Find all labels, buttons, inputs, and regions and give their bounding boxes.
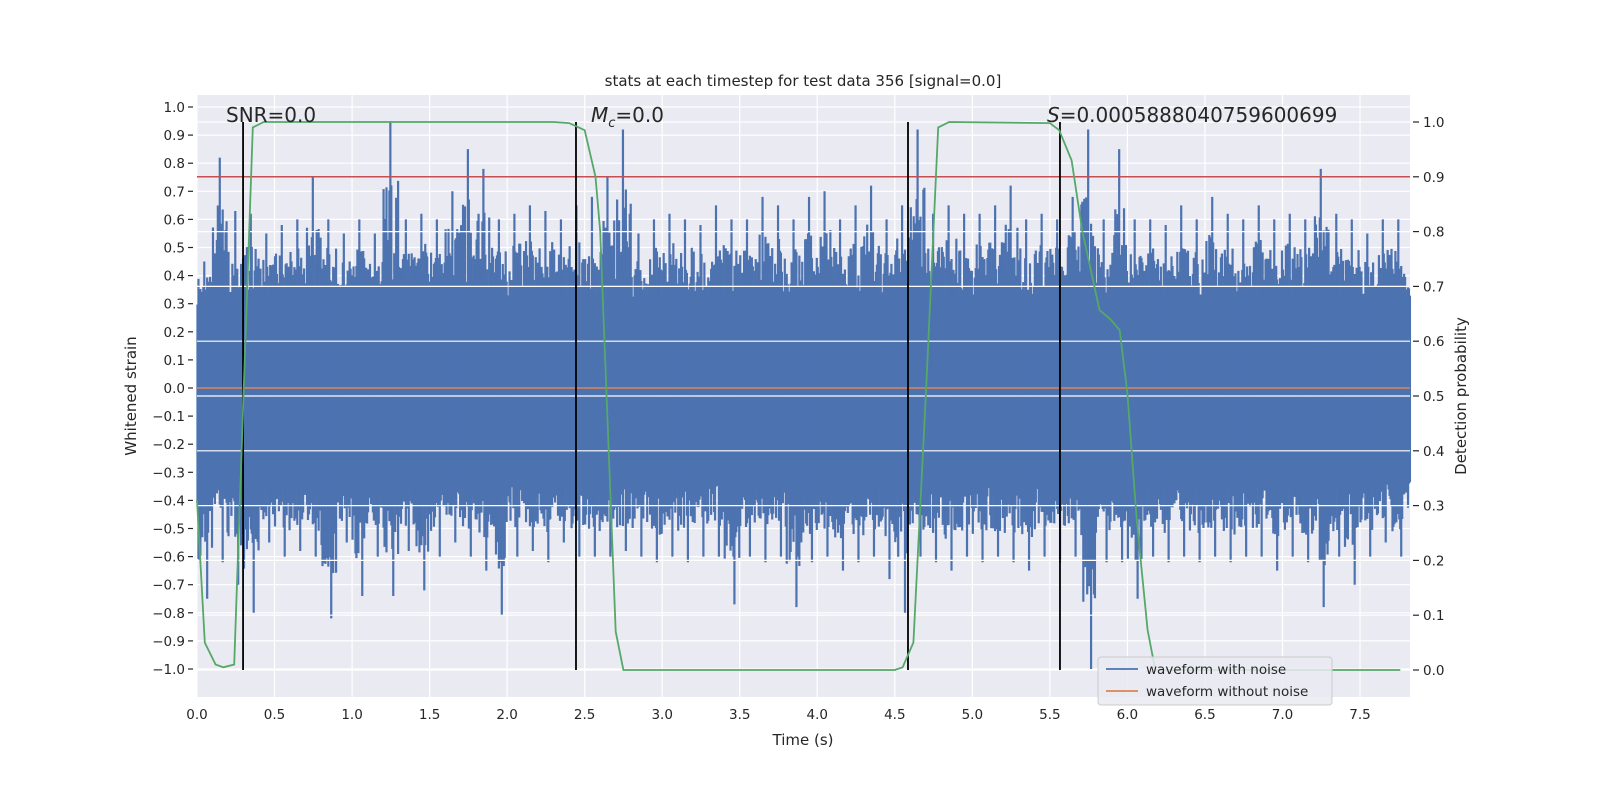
- annotation-s: S=0.0005888040759600699: [1047, 103, 1337, 127]
- y-right-tick-label: 0.7: [1423, 279, 1444, 295]
- y-right-tick-label: 0.8: [1423, 225, 1444, 241]
- y-axis-label: Whitened strain: [122, 336, 140, 455]
- x-tick-label: 5.0: [962, 707, 983, 723]
- y-tick-label: 0.8: [164, 156, 185, 172]
- y-right-tick-label: 0.6: [1423, 334, 1444, 350]
- x-tick-label: 7.5: [1349, 707, 1370, 723]
- y-tick-label: −0.5: [152, 522, 185, 538]
- x-tick-label: 5.5: [1039, 707, 1060, 723]
- legend-label-clean: waveform without noise: [1146, 684, 1308, 700]
- y-right-tick-label: 0.1: [1423, 608, 1444, 624]
- annotation-mc-value: =0.0: [615, 103, 664, 127]
- y-tick-label: −0.8: [152, 606, 185, 622]
- x-tick-label: 0.0: [186, 707, 207, 723]
- y-tick-label: 0.0: [164, 381, 185, 397]
- annotation-snr: SNR=0.0: [226, 103, 316, 127]
- y-tick-label: 0.2: [164, 325, 185, 341]
- x-tick-label: 6.0: [1117, 707, 1138, 723]
- legend-label-noise: waveform with noise: [1146, 662, 1286, 678]
- y-tick-label: 0.7: [164, 184, 185, 200]
- x-tick-label: 1.5: [419, 707, 440, 723]
- y-tick-label: 0.1: [164, 353, 185, 369]
- series-detection-probability: [196, 121, 1401, 671]
- y-tick-label: 0.3: [164, 297, 185, 313]
- x-tick-label: 0.5: [264, 707, 285, 723]
- x-tick-label: 1.0: [341, 707, 362, 723]
- x-tick-label: 7.0: [1272, 707, 1293, 723]
- y-axis-right-label: Detection probability: [1452, 317, 1470, 475]
- legend-box: [1097, 656, 1333, 706]
- y-tick-label: −0.7: [152, 578, 185, 594]
- annotation-mc: Mc=0.0: [591, 103, 664, 131]
- x-tick-label: 2.5: [574, 707, 595, 723]
- x-axis-label: Time (s): [772, 731, 834, 749]
- y-tick-label: 0.9: [164, 128, 185, 144]
- y-right-tick-label: 1.0: [1423, 115, 1444, 131]
- x-tick-label: 6.5: [1194, 707, 1215, 723]
- x-tick-label: 4.0: [807, 707, 828, 723]
- axis-ticks: 1.0 0.9 0.8 0.7 0.6 0.5 0.4 0.3 0.2 0.1 0.0 −0.1 −0.…: [152, 100, 1444, 723]
- x-tick-label: 3.0: [651, 707, 672, 723]
- y-right-tick-label: 0.5: [1423, 389, 1444, 405]
- y-tick-label: 0.6: [164, 212, 185, 228]
- annotation-mc-sub: c: [608, 116, 615, 131]
- y-right-tick-label: 0.9: [1423, 170, 1444, 186]
- y-right-tick-label: 0.0: [1423, 663, 1444, 679]
- annotation-mc-symbol: M: [591, 103, 608, 127]
- y-right-tick-label: 0.4: [1423, 444, 1444, 460]
- y-tick-label: 0.4: [164, 269, 185, 285]
- chart-title: stats at each timestep for test data 356…: [605, 72, 1002, 90]
- y-tick-label: −0.4: [152, 493, 185, 509]
- y-tick-label: −0.1: [152, 409, 185, 425]
- annotation-s-value: =0.0005888040759600699: [1060, 103, 1338, 127]
- y-tick-label: −0.6: [152, 550, 185, 566]
- y-tick-label: −0.9: [152, 634, 185, 650]
- annotation-s-symbol: S: [1047, 103, 1060, 127]
- y-tick-label: 0.5: [164, 241, 185, 257]
- legend: waveform with noise waveform without noi…: [1097, 656, 1333, 706]
- x-tick-label: 4.5: [884, 707, 905, 723]
- y-tick-label: −0.2: [152, 437, 185, 453]
- x-tick-label: 2.0: [496, 707, 517, 723]
- y-tick-label: 1.0: [164, 100, 185, 116]
- series-waveform-with-noise: [196, 121, 1412, 669]
- y-right-tick-label: 0.2: [1423, 553, 1444, 569]
- y-tick-label: −1.0: [152, 662, 185, 678]
- x-tick-label: 3.5: [729, 707, 750, 723]
- y-right-tick-label: 0.3: [1423, 499, 1444, 515]
- y-tick-label: −0.3: [152, 465, 185, 481]
